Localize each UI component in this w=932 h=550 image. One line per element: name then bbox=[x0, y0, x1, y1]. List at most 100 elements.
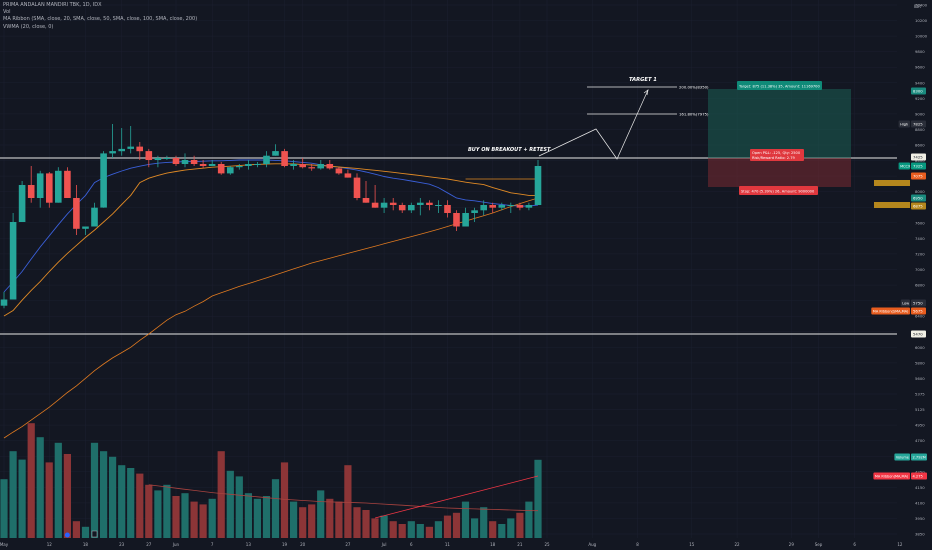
legend-volume[interactable]: Vol bbox=[3, 9, 11, 16]
price-tag[interactable] bbox=[911, 194, 926, 202]
candle-body bbox=[199, 164, 207, 166]
candle-body bbox=[507, 205, 515, 206]
volume-bar bbox=[72, 521, 80, 538]
price-tag-text: 8300 bbox=[913, 88, 923, 93]
chart-legend: PRIMA ANDALAN MANDIRI TBK, 1D, IDX Vol M… bbox=[3, 2, 197, 31]
time-axis-bg bbox=[0, 539, 932, 550]
projection-path[interactable]: 200.00%(8350) 161.80%(7975) TARGET 1 BUY ON… bbox=[468, 77, 709, 160]
volume-bar bbox=[525, 501, 533, 538]
event-markers[interactable] bbox=[64, 530, 98, 538]
currency-label: IDR bbox=[914, 4, 921, 9]
price-tick-label: 8600 bbox=[915, 143, 925, 148]
candle-body bbox=[408, 205, 415, 211]
candle-body bbox=[290, 164, 297, 166]
price-tick-label: 10000 bbox=[915, 34, 928, 39]
candle-body bbox=[127, 146, 134, 149]
price-tag-label: MA Ribbon(SMA,MA) bbox=[873, 309, 909, 313]
time-tick-label: 18 bbox=[83, 542, 89, 547]
volume-bar bbox=[389, 521, 397, 538]
volume-bar bbox=[271, 479, 280, 538]
price-tick-label: 9600 bbox=[915, 65, 925, 70]
volume-bar bbox=[344, 465, 352, 538]
time-axis[interactable]: May 12 18 23 27 Jun 7 13 19 20 27 Jul 6 11 18 21 25 Aug 8 1… bbox=[0, 539, 932, 550]
time-tick-label: 7 bbox=[211, 542, 214, 547]
price-tick-label: 7400 bbox=[915, 236, 925, 241]
price-tick-label: 5375 bbox=[915, 391, 925, 396]
volume-tag[interactable] bbox=[911, 472, 927, 480]
price-tag[interactable] bbox=[911, 153, 926, 161]
volume-trend-series bbox=[375, 475, 539, 519]
price-tick-label: 7200 bbox=[915, 251, 925, 256]
legend-ma-ribbon[interactable]: MA Ribbon (SMA, close, 20, SMA, close, 5… bbox=[3, 16, 198, 23]
buy-breakout-label: BUY ON BREAKOUT + RETEST bbox=[468, 147, 551, 153]
price-tag[interactable] bbox=[911, 162, 926, 170]
time-tick-label: 27 bbox=[146, 542, 152, 547]
open-pl-box[interactable] bbox=[750, 149, 804, 161]
volume-bar bbox=[262, 496, 271, 538]
target-info-box[interactable] bbox=[737, 81, 822, 90]
candle-body bbox=[362, 198, 370, 203]
volume-bar bbox=[190, 501, 198, 538]
candle-body bbox=[272, 151, 279, 156]
candle-body bbox=[480, 205, 487, 211]
price-tag-text: 7825 bbox=[913, 121, 923, 126]
volume-bar bbox=[199, 504, 207, 538]
candle-body bbox=[471, 210, 478, 213]
volume-bar bbox=[145, 484, 153, 538]
volume-bar bbox=[461, 501, 470, 538]
ma-tag-bg bbox=[874, 202, 910, 208]
price-tag[interactable] bbox=[911, 202, 926, 210]
price-tick-label: 8800 bbox=[915, 127, 925, 132]
price-tag[interactable] bbox=[911, 299, 926, 307]
volume-bar bbox=[226, 470, 234, 538]
candle-body bbox=[353, 177, 361, 198]
price-tag[interactable] bbox=[911, 87, 926, 95]
volume-bar bbox=[36, 437, 44, 538]
candle-body bbox=[245, 164, 252, 166]
stop-zone[interactable] bbox=[708, 158, 851, 187]
candle-body bbox=[227, 167, 234, 174]
stop-info-box[interactable] bbox=[739, 186, 818, 195]
target-zone[interactable] bbox=[708, 89, 851, 158]
target-1-label: TARGET 1 bbox=[629, 77, 657, 83]
volume-tag[interactable] bbox=[911, 453, 927, 461]
price-tag[interactable] bbox=[911, 330, 926, 338]
volume-bar bbox=[109, 456, 117, 538]
time-tick-label: 23 bbox=[119, 542, 125, 547]
projection-zigzag[interactable] bbox=[538, 89, 649, 160]
price-tag-label-bg bbox=[871, 307, 910, 315]
price-tag[interactable] bbox=[911, 172, 926, 180]
candle-body bbox=[154, 158, 162, 160]
candle-body bbox=[82, 226, 89, 229]
volume-tag-label: Volume bbox=[896, 455, 909, 459]
volume-bar bbox=[507, 518, 515, 538]
volume-bar bbox=[498, 524, 506, 538]
event-marker-icon[interactable] bbox=[64, 532, 70, 538]
stop-info-text: Stop: 470 (5.39%) 26, Amount: 9000000 bbox=[741, 190, 815, 194]
risk-reward-text: Risk/Reward Ratio: 2.79 bbox=[752, 156, 795, 160]
candle-body bbox=[236, 166, 243, 168]
candle-body bbox=[46, 173, 53, 203]
ma-slow-series bbox=[3, 163, 538, 317]
volume-bar bbox=[18, 459, 26, 538]
price-tick-label: 9800 bbox=[915, 49, 925, 54]
time-tick-label: Jun bbox=[172, 542, 180, 547]
volume-bar bbox=[371, 518, 379, 538]
ma-tag-bg bbox=[874, 180, 910, 186]
price-axis[interactable]: 10400 10200 10000 9800 9600 9400 9200 9000 8800 8… bbox=[871, 0, 932, 550]
volume-tag-label-bg bbox=[894, 453, 910, 461]
earnings-marker-icon[interactable] bbox=[91, 530, 98, 538]
volume-bar bbox=[471, 518, 479, 538]
long-position-tool[interactable]: Target: 875 (11.38%) 35, Amount: 1116970… bbox=[708, 81, 851, 195]
legend-vwma[interactable]: VWMA (20, close, 0) bbox=[3, 23, 54, 30]
candle-body bbox=[100, 153, 107, 208]
open-pl-text: Open P&L: -125, Qty: 2500 bbox=[752, 151, 801, 155]
price-tag-label: High bbox=[900, 122, 908, 126]
volume-bar bbox=[163, 484, 171, 538]
price-tick-label: 7600 bbox=[915, 220, 925, 225]
target-info-text: Target: 875 (11.38%) 35, Amount: 1116970… bbox=[738, 85, 820, 89]
price-tag[interactable] bbox=[911, 120, 926, 128]
price-tick-label: 7000 bbox=[915, 267, 925, 272]
price-tag[interactable] bbox=[911, 307, 926, 315]
